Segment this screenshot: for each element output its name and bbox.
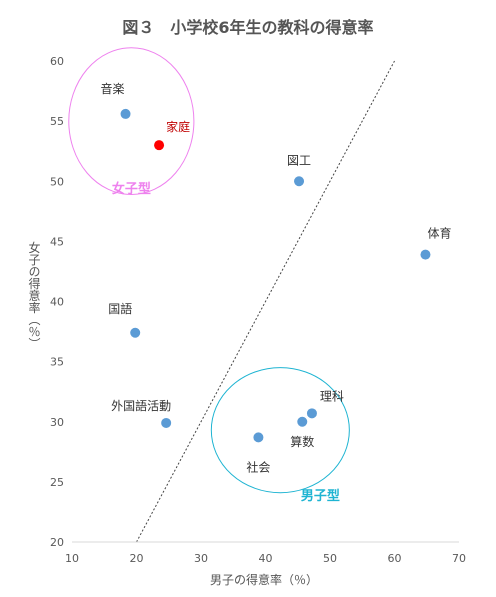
- group-label: 女子型: [112, 181, 151, 197]
- point-label: 図工: [287, 153, 311, 167]
- x-tick-label: 70: [452, 552, 466, 565]
- point-label: 算数: [290, 434, 314, 449]
- data-point: [294, 176, 305, 187]
- group-ellipse: [68, 47, 195, 195]
- point-label: 社会: [246, 459, 270, 474]
- x-tick-label: 60: [388, 552, 402, 565]
- data-point: [420, 249, 431, 260]
- point-label: 音楽: [101, 81, 125, 96]
- data-point: [130, 327, 141, 338]
- y-tick-label: 45: [50, 235, 64, 248]
- data-point: [253, 432, 264, 443]
- y-tick-label: 50: [50, 175, 64, 188]
- data-point: [306, 408, 317, 419]
- group-label: 男子型: [301, 488, 340, 504]
- x-tick-label: 50: [323, 552, 337, 565]
- x-tick-label: 30: [194, 552, 208, 565]
- y-tick-label: 30: [50, 416, 64, 429]
- y-tick-label: 20: [50, 536, 64, 549]
- y-axis-title: 女子の得意率（％）: [27, 240, 41, 349]
- group-ellipse: [210, 367, 350, 494]
- y-tick-label: 40: [50, 296, 64, 309]
- data-point: [297, 416, 308, 427]
- x-tick-label: 40: [259, 552, 273, 565]
- y-tick-label: 55: [50, 115, 64, 128]
- y-tick-label: 25: [50, 476, 64, 489]
- x-tick-label: 20: [130, 552, 144, 565]
- y-tick-label: 60: [50, 55, 64, 68]
- point-label: 家庭: [166, 119, 190, 134]
- point-label: 外国語活動: [111, 398, 171, 413]
- chart-title: 図３ 小学校6年生の教科の得意率: [122, 18, 373, 37]
- y-tick-label: 35: [50, 356, 64, 369]
- data-point: [120, 108, 131, 119]
- x-axis-title: 男子の得意率（％）: [210, 572, 318, 587]
- x-tick-label: 10: [65, 552, 79, 565]
- reference-diagonal-line: [136, 60, 395, 543]
- data-points-layer: [120, 108, 431, 443]
- data-point: [154, 140, 165, 151]
- point-label: 理科: [320, 389, 344, 403]
- data-point: [161, 417, 172, 428]
- point-label: 体育: [427, 226, 451, 241]
- point-label: 国語: [108, 301, 132, 316]
